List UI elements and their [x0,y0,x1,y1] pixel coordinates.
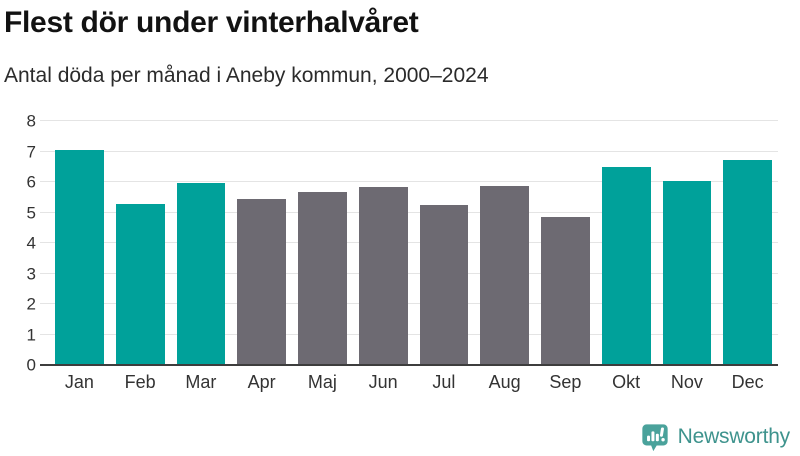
y-tick-label-0: 0 [26,355,36,375]
x-tick-label-maj: Maj [307,372,337,392]
gridline-3 [40,272,778,274]
gridline-5 [40,211,778,213]
bar-jun [358,186,408,365]
gridline-2 [40,303,778,304]
newsworthy-bar-chart-bubble-icon [641,424,668,452]
bar-sep [541,217,590,365]
x-tick-label-jan: Jan [64,372,94,392]
y-tick-label-4: 4 [26,233,36,253]
x-tick-label-jul: Jul [432,372,456,392]
x-tick-label-nov: Nov [670,372,703,392]
x-tick-label-jun: Jun [368,372,398,392]
bar-nov [662,180,712,365]
chart-subtitle: Antal döda per månad i Aneby kommun, 200… [4,64,489,87]
y-tick-label-8: 8 [26,111,36,131]
x-tick-label-mar: Mar [185,372,217,392]
gridline-4 [40,242,778,243]
y-tick-label-5: 5 [26,203,36,222]
y-tick-label-2: 2 [26,294,36,314]
y-tick-label-6: 6 [26,172,36,192]
newsworthy-logo-text: Newsworthy [677,425,791,448]
chart-title: Flest dör under vinterhalvåret [4,6,419,39]
x-tick-label-sep: Sep [549,372,582,392]
newsworthy-logo: Newsworthy [640,422,790,452]
gridline-6 [40,181,778,182]
y-tick-label-3: 3 [26,264,36,283]
plot-area [40,120,778,366]
gridline-7 [40,150,778,152]
bar-jan [55,150,104,365]
y-tick-label-7: 7 [26,142,36,161]
x-tick-label-aug: Aug [488,372,521,392]
bar-dec [723,160,772,365]
gridline-8 [40,120,778,121]
bar-feb [115,203,165,365]
x-tick-label-okt: Okt [612,372,641,392]
chart-card: Flest dör under vinterhalvåret Antal död… [0,6,800,456]
bar-aug [480,185,529,365]
x-tick-label-dec: Dec [731,372,764,392]
bar-okt [601,167,651,365]
bar-mar [176,183,226,365]
bars [55,121,772,365]
x-tick-label-apr: Apr [247,372,276,392]
x-axis-line [40,364,778,366]
bar-apr [237,199,286,365]
bar-jul [419,205,469,365]
y-axis: 0 1 2 3 4 5 6 7 8 [0,113,38,374]
bar-maj [298,191,347,365]
x-tick-label-feb: Feb [124,372,156,392]
x-axis: Jan Feb Mar Apr Maj Jun Jul Aug Sep Okt Nov Dec [55,372,772,393]
gridline-1 [40,333,778,335]
y-tick-label-1: 1 [26,325,36,344]
